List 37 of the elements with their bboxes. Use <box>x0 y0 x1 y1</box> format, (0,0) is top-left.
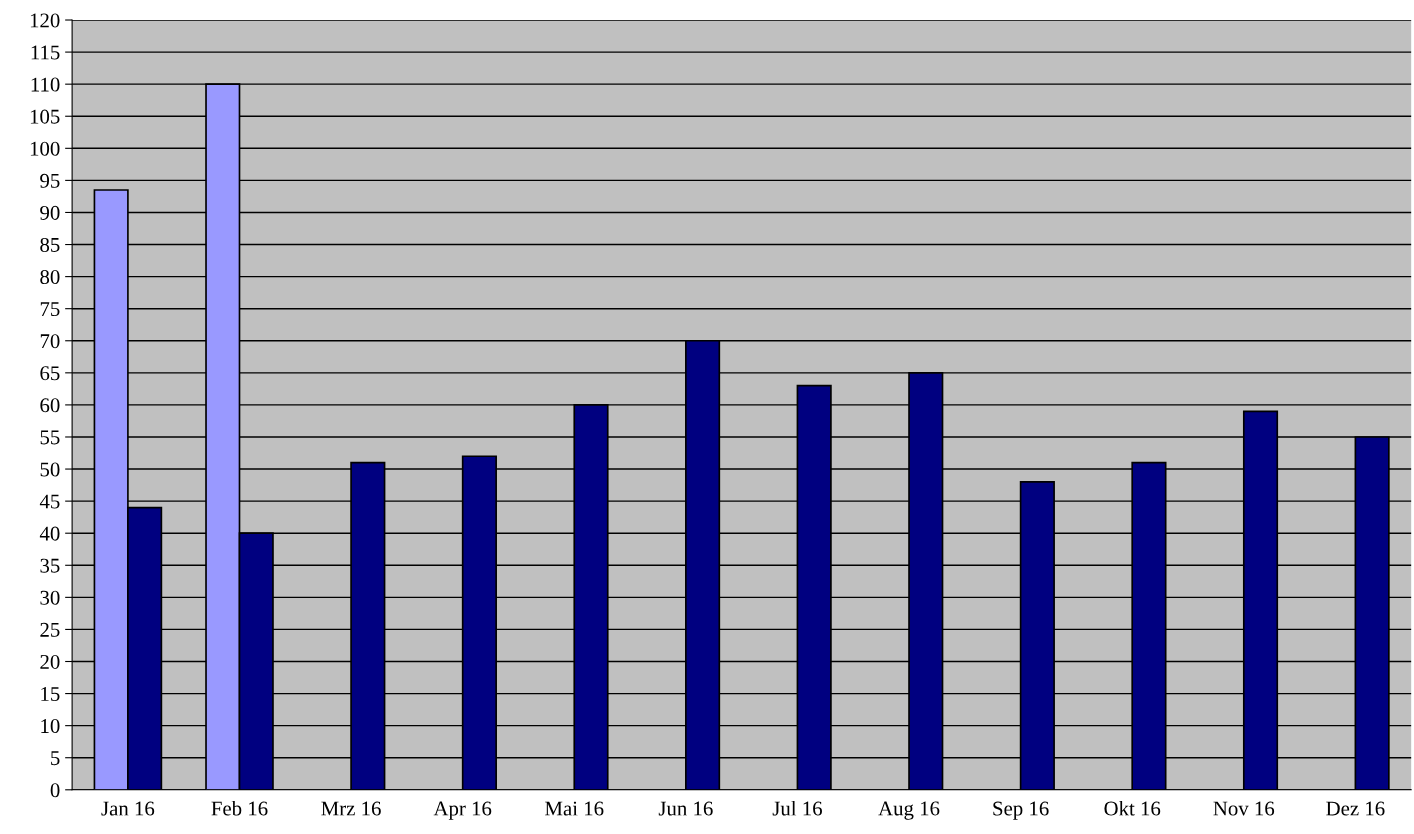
y-tick-label: 10 <box>41 719 60 734</box>
y-tick-label: 35 <box>40 558 60 573</box>
y-tick-label: 50 <box>40 462 60 477</box>
y-tick-label: 45 <box>39 494 60 509</box>
y-tick-label: 70 <box>40 334 60 349</box>
y-tick-label: 5 <box>51 751 60 766</box>
x-tick-label: Mai 16 <box>545 801 604 816</box>
y-tick-label: 55 <box>40 430 60 445</box>
y-tick-label: 60 <box>40 398 60 413</box>
y-tick-label: 80 <box>40 269 60 285</box>
y-tick-label: 90 <box>40 205 60 220</box>
y-tick-label: 110 <box>31 77 60 92</box>
x-tick-label: Feb 16 <box>211 800 268 816</box>
y-tick-label: 30 <box>40 590 60 605</box>
x-tick-label: Jun 16 <box>658 801 713 816</box>
y-tick-label: 85 <box>40 237 60 252</box>
y-tick-label: 100 <box>30 141 60 156</box>
x-tick-label: Aug 16 <box>878 801 940 820</box>
y-tick-label: 25 <box>40 622 60 637</box>
y-tick-label: 65 <box>40 366 60 381</box>
x-tick-label: Jan 16 <box>101 801 155 816</box>
y-tick-label: 0 <box>50 783 60 798</box>
x-tick-label: Mrz 16 <box>321 801 381 816</box>
x-tick-label: Nov 16 <box>1213 801 1275 816</box>
x-tick-label: Jul 16 <box>772 800 822 816</box>
y-tick-label: 115 <box>31 45 60 60</box>
y-tick-label: 75 <box>40 302 60 317</box>
x-tick-label: Apr 16 <box>433 801 492 820</box>
y-tick-label: 120 <box>30 13 60 28</box>
y-tick-label: 20 <box>40 654 60 669</box>
y-tick-label: 40 <box>39 526 60 541</box>
y-tick-label: 15 <box>41 687 60 702</box>
x-tick-label: Dez 16 <box>1326 801 1385 816</box>
y-tick-label: 105 <box>30 109 60 124</box>
y-tick-label: 95 <box>40 173 60 188</box>
x-tick-label: Okt 16 <box>1104 800 1161 816</box>
x-tick-label: Sep 16 <box>993 801 1049 820</box>
